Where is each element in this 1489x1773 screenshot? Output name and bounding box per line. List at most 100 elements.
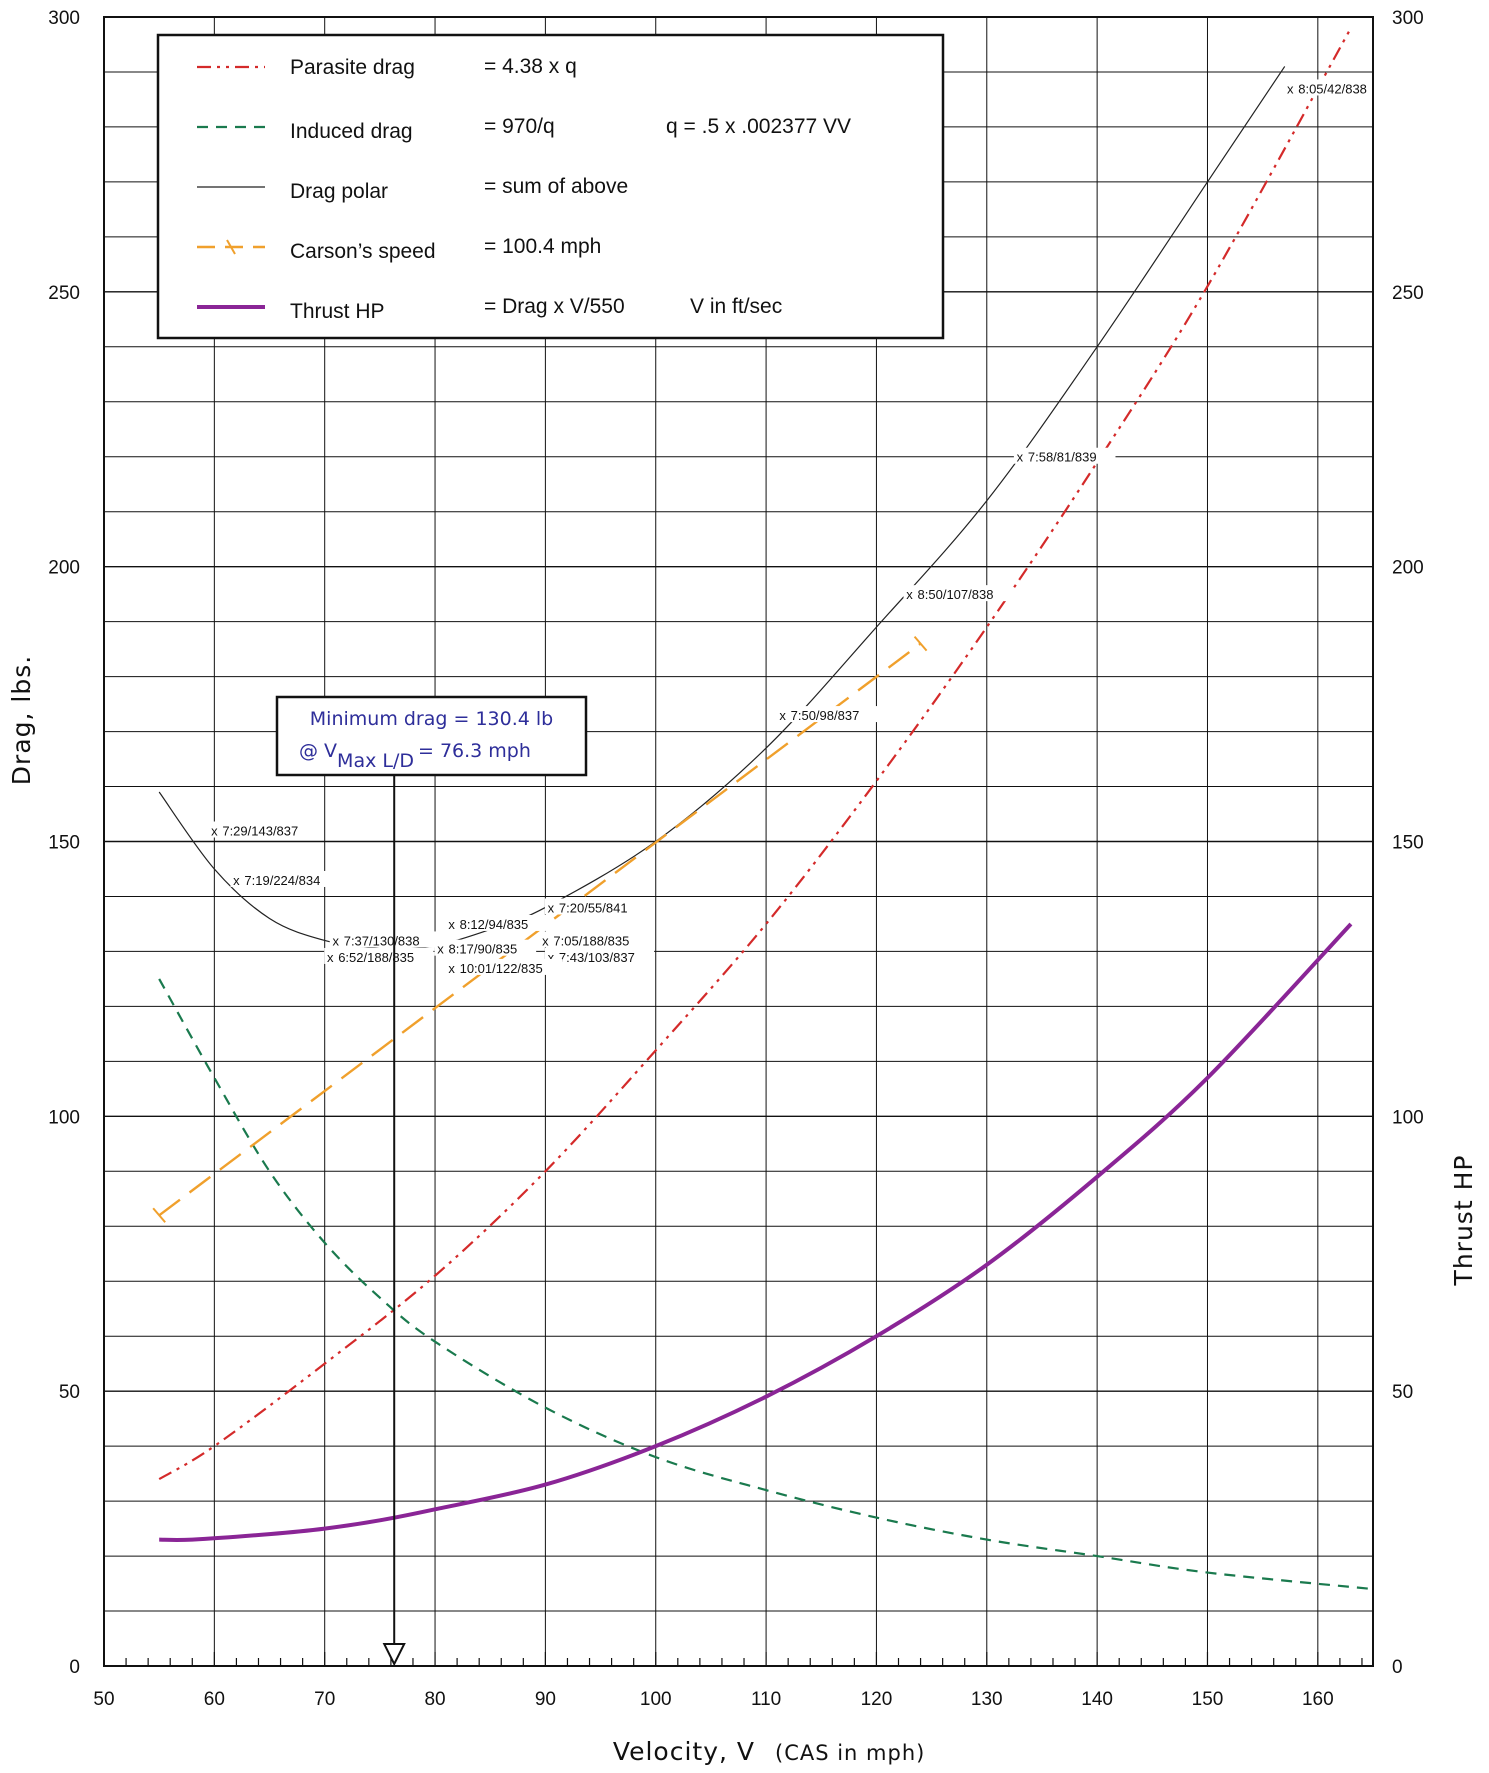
data-point: x 8:05/42/838 bbox=[1284, 79, 1386, 96]
annotation-arrow-head bbox=[382, 1643, 406, 1667]
legend-swatch-cap bbox=[226, 239, 236, 255]
data-point-label: 7:50/98/837 bbox=[791, 708, 860, 723]
data-point-marker: x bbox=[548, 950, 555, 965]
series-line-parasite bbox=[158, 27, 1352, 1481]
y2-tick-label: 150 bbox=[1392, 833, 1424, 854]
legend-box bbox=[156, 33, 945, 340]
y2-tick-label: 0 bbox=[1392, 1657, 1403, 1678]
x-tick-label: 50 bbox=[93, 1689, 114, 1710]
data-point: x 7:19/224/834 bbox=[230, 870, 340, 888]
annotation-line-2: @ VMax L/D = 76.3 mph bbox=[299, 740, 531, 772]
y-axis-title: Drag, lbs. bbox=[7, 655, 36, 785]
y2-tick-label: 200 bbox=[1392, 558, 1424, 579]
x-tick-label: 120 bbox=[861, 1689, 893, 1710]
data-point: x 7:29/143/837 bbox=[208, 821, 318, 839]
data-point-label-bg bbox=[544, 898, 647, 915]
data-point-label: 7:20/55/841 bbox=[559, 900, 628, 915]
axis-ticks: 50 60 70 80 90 100 110 120 130 140 150 160 0 0 50 50 100… bbox=[48, 8, 1423, 1710]
y2-tick-label: 300 bbox=[1392, 8, 1424, 29]
data-point: x 7:20/55/841 bbox=[544, 898, 647, 915]
legend-formula: = 970/q bbox=[484, 115, 555, 138]
data-point-label-bg bbox=[1013, 447, 1116, 464]
data-point-label: 7:29/143/837 bbox=[222, 824, 298, 839]
x-axis-title: Velocity, V bbox=[613, 1737, 755, 1766]
data-point-marker: x bbox=[332, 933, 339, 948]
data-point-label-bg bbox=[539, 931, 649, 948]
data-point-label-bg bbox=[1284, 79, 1386, 96]
x-tick-label: 100 bbox=[640, 1689, 672, 1710]
legend-formula: = sum of above bbox=[484, 175, 628, 198]
legend-formula: = 100.4 mph bbox=[484, 235, 601, 258]
carson-end-cap bbox=[913, 635, 928, 652]
data-point: x 6:52/188/835 bbox=[324, 947, 434, 965]
data-point-label: 7:37/130/838 bbox=[344, 933, 420, 948]
data-point-label-bg bbox=[230, 870, 340, 887]
y2-tick-label: 50 bbox=[1392, 1382, 1413, 1403]
x-tick-label: 160 bbox=[1302, 1689, 1334, 1710]
x-tick-label: 70 bbox=[314, 1689, 335, 1710]
legend-name: Drag polar bbox=[290, 180, 388, 203]
data-point-label: 7:58/81/839 bbox=[1028, 450, 1097, 465]
x-tick-label: 110 bbox=[751, 1689, 781, 1710]
x-tick-label: 130 bbox=[971, 1689, 1003, 1710]
data-point-label-bg bbox=[445, 914, 548, 931]
y-tick-label: 250 bbox=[48, 283, 80, 304]
data-point-label-bg bbox=[434, 939, 537, 956]
y-tick-label: 50 bbox=[59, 1382, 80, 1403]
carson-end-cap bbox=[152, 1207, 166, 1223]
annotation-box bbox=[275, 695, 588, 777]
data-point: x 7:37/130/838 bbox=[329, 931, 439, 948]
data-point: x 8:12/94/835 bbox=[445, 914, 548, 932]
y-tick-label: 200 bbox=[48, 558, 80, 579]
data-point-marker: x bbox=[211, 824, 218, 839]
data-point-label: 10:01/122/835 bbox=[460, 961, 543, 976]
legend-formula: = 4.38 x q bbox=[484, 55, 577, 78]
data-point-marker: x bbox=[1287, 81, 1294, 96]
data-point-label-bg bbox=[544, 947, 655, 964]
data-point-label-bg bbox=[324, 947, 434, 964]
data-point: x 7:05/188/835 bbox=[539, 931, 649, 948]
legend-name: Induced drag bbox=[290, 120, 413, 143]
data-point-label-bg bbox=[329, 931, 439, 948]
data-point: x 8:17/90/835 bbox=[434, 939, 537, 957]
series-line-induced bbox=[158, 978, 1374, 1591]
legend-name: Carson’s speed bbox=[290, 240, 436, 263]
series-line-thp bbox=[159, 922, 1353, 1542]
y-tick-label: 100 bbox=[48, 1107, 80, 1128]
y2-tick-label: 250 bbox=[1392, 283, 1424, 304]
y2-tick-label: 100 bbox=[1392, 1107, 1424, 1128]
data-point-label: 8:12/94/835 bbox=[460, 917, 529, 932]
data-point-marker: x bbox=[779, 708, 786, 723]
data-point-label-bg bbox=[208, 821, 318, 838]
x-tick-label: 150 bbox=[1192, 1689, 1224, 1710]
legend-name: Parasite drag bbox=[290, 56, 415, 79]
legend-extra: V in ft/sec bbox=[690, 295, 782, 318]
data-point-label: 6:52/188/835 bbox=[338, 950, 414, 965]
data-point: x 7:43/103/837 bbox=[544, 947, 655, 965]
y-tick-label: 300 bbox=[48, 8, 80, 29]
data-point-label-bg bbox=[903, 585, 1013, 602]
data-point: x 7:58/81/839 bbox=[1013, 447, 1116, 465]
series-line-polar bbox=[158, 66, 1286, 951]
data-point-marker: x bbox=[233, 873, 240, 888]
x-axis-note: (CAS in mph) bbox=[775, 1741, 925, 1765]
legend: Parasite drag = 4.38 x q Induced drag = 970… bbox=[156, 33, 945, 340]
x-tick-label: 60 bbox=[204, 1689, 225, 1710]
data-point-label: 8:50/107/838 bbox=[918, 587, 994, 602]
legend-name: Thrust HP bbox=[290, 300, 385, 323]
x-tick-label: 140 bbox=[1081, 1689, 1113, 1710]
legend-formula: = Drag x V/550 bbox=[484, 295, 625, 318]
annotation-line-1: Minimum drag = 130.4 lb bbox=[310, 708, 553, 730]
legend-extra: q = .5 x .002377 VV bbox=[666, 115, 851, 138]
data-point-marker: x bbox=[448, 961, 455, 976]
data-point-marker: x bbox=[906, 587, 913, 602]
data-point-label: 7:19/224/834 bbox=[244, 873, 320, 888]
y2-axis-title: Thrust HP bbox=[1449, 1155, 1478, 1287]
plot-frame bbox=[103, 16, 1374, 1667]
x-tick-label: 80 bbox=[424, 1689, 445, 1710]
y-tick-label: 0 bbox=[69, 1657, 80, 1678]
data-points-layer: x 8:05/42/838 x 7:58/81/839 x 8:50/107/838 x 7:… bbox=[208, 79, 1386, 976]
data-point-marker: x bbox=[542, 933, 549, 948]
data-point: x 8:50/107/838 bbox=[903, 585, 1013, 602]
